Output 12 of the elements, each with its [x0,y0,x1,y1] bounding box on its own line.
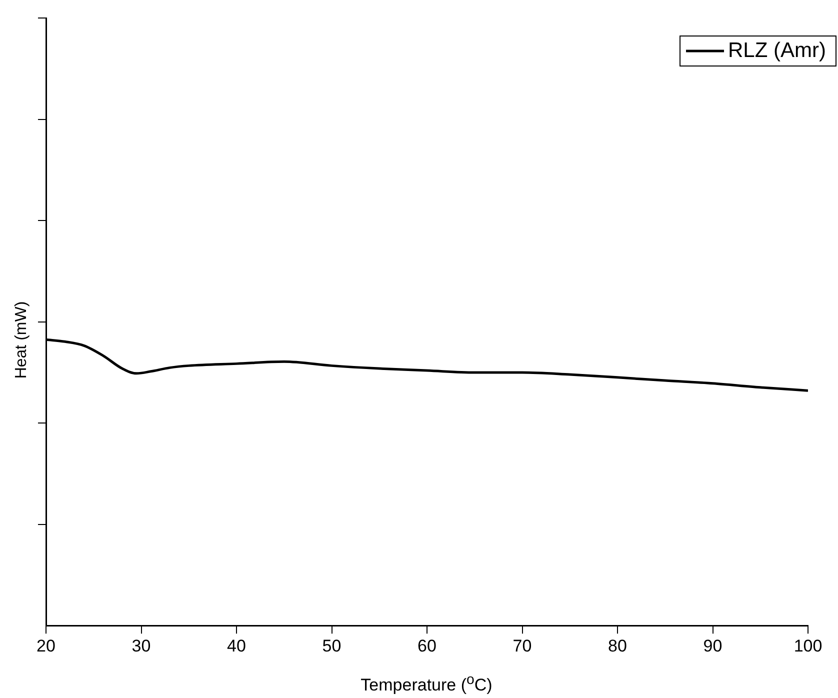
x-tick-label: 30 [132,636,151,656]
x-tick-label: 80 [608,636,627,656]
x-tick-label: 100 [794,636,822,656]
legend-label: RLZ (Amr) [728,38,826,62]
x-tick-label: 60 [418,636,436,656]
x-tick-label: 20 [36,636,56,656]
x-axis-title: Temperature ($^{o}$C) [360,672,494,696]
x-tick-label: 40 [227,636,246,656]
x-tick-label: 70 [512,636,532,656]
x-tick-label: 90 [703,636,722,656]
y-axis-title: Heat (mW) [13,301,31,379]
x-tick-label: 50 [322,636,342,656]
